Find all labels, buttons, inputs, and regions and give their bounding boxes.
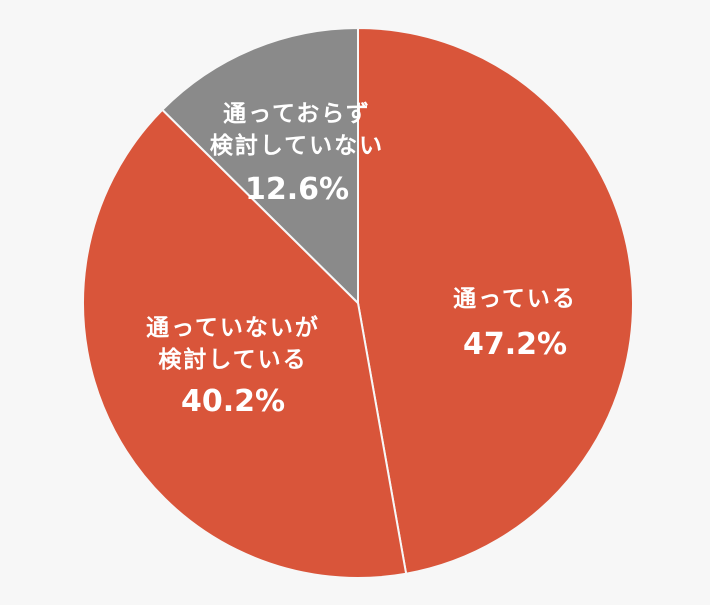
slice-label-not-considering: 通っておらず 検討していない 12.6% bbox=[192, 98, 402, 210]
slice-label-considering: 通っていないが 検討している 40.2% bbox=[118, 312, 348, 422]
slice-name: 通っている bbox=[453, 286, 577, 312]
slice-name-line2: 検討している bbox=[158, 347, 308, 373]
pie-slice bbox=[160, 26, 359, 306]
slice-name-line1: 通っておらず bbox=[223, 101, 371, 127]
pie-slice bbox=[357, 26, 634, 575]
slice-percent: 40.2% bbox=[180, 384, 286, 419]
slice-percent: 47.2% bbox=[462, 327, 568, 362]
slice-label-attending: 通っている 47.2% bbox=[430, 283, 600, 365]
slice-percent: 12.6% bbox=[244, 172, 350, 207]
slice-name-line2: 検討していない bbox=[209, 133, 385, 159]
pie-slice bbox=[82, 108, 408, 579]
slice-name-line1: 通っていないが bbox=[146, 315, 320, 341]
